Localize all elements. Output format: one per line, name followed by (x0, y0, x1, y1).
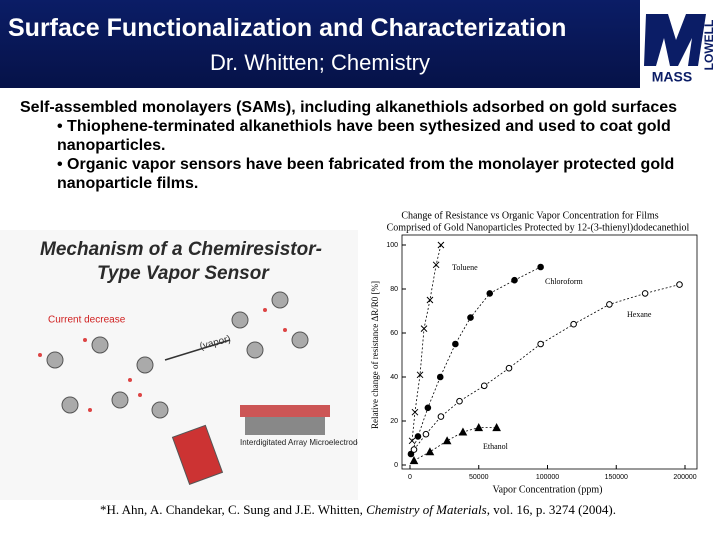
point (411, 408, 419, 416)
point (437, 413, 445, 420)
citation-text: , vol. 16, p. 3274 (2004). (486, 502, 616, 517)
logo-word: MASS (652, 69, 692, 85)
point (436, 373, 444, 381)
y-tick-label: 100 (386, 242, 398, 249)
bullet: • Thiophene-terminated alkanethiols have… (57, 118, 671, 154)
trend-line (410, 266, 541, 455)
point (408, 437, 416, 445)
intro: Self-assembled monolayers (SAMs), includ… (20, 99, 678, 116)
point (420, 325, 428, 332)
chart-title: Change of Resistance vs Organic Vapor Co… (401, 210, 658, 221)
chart-subtitle: Comprised of Gold Nanoparticles Protecte… (387, 222, 690, 233)
y-tick-label: 20 (390, 418, 398, 425)
chart-background (358, 205, 714, 500)
figure-label: Current decrease (48, 315, 126, 326)
series-label: Ethanol (483, 442, 509, 451)
y-tick-label: 0 (394, 462, 398, 469)
logo-side: LOWELL (702, 20, 716, 71)
x-tick-label: 200000 (673, 474, 696, 481)
title: Surface Functionalization and Characteri… (8, 14, 567, 42)
point (437, 241, 445, 249)
point (486, 290, 494, 297)
series-label: Toluene (452, 263, 478, 272)
point (458, 427, 468, 436)
point (424, 404, 432, 412)
bullet: • Organic vapor sensors have been fabric… (57, 156, 675, 192)
trend-line (413, 427, 497, 461)
point (425, 447, 435, 456)
plot-frame (401, 234, 698, 470)
point (409, 456, 419, 465)
point (480, 382, 488, 390)
header: Surface Functionalization and Characteri… (0, 0, 640, 88)
point (410, 446, 418, 453)
point (505, 364, 513, 372)
citation: *H. Ahn, A. Chandekar, C. Sung and J.E. … (100, 502, 616, 518)
point (456, 397, 463, 405)
point (474, 423, 484, 432)
series-label: Chloroform (545, 277, 584, 286)
y-axis-label: Relative change of resistance ΔR/R0 [%] (370, 281, 380, 429)
body-text: Self-assembled monolayers (SAMs), includ… (20, 98, 710, 193)
point (511, 276, 518, 284)
point (537, 263, 544, 271)
subtitle: Dr. Whitten; Chemistry (209, 50, 431, 75)
point (467, 314, 474, 321)
point (537, 340, 544, 348)
point (641, 290, 649, 297)
figure-label: Interdigitated Array Microelectrode (240, 438, 362, 447)
trend-line (411, 244, 442, 441)
point (422, 430, 430, 438)
x-axis-label: Vapor Concentration (ppm) (493, 484, 603, 495)
point (407, 450, 415, 458)
series-label: Hexane (627, 310, 652, 319)
y-tick-label: 80 (390, 286, 398, 293)
figure-title: Type Vapor Sensor (97, 263, 270, 284)
point (432, 261, 440, 269)
point (606, 301, 613, 308)
point (676, 281, 683, 288)
figure-label: (vapor) (199, 334, 232, 353)
point (452, 340, 459, 348)
point (414, 433, 422, 440)
x-tick-label: 50000 (469, 474, 489, 481)
point (442, 436, 452, 445)
journal: Chemistry of Materials (366, 502, 487, 517)
x-tick-label: 100000 (536, 474, 559, 481)
figure-title: Mechanism of a Chemiresistor- (40, 239, 322, 260)
point (426, 296, 434, 304)
point (492, 423, 501, 432)
x-tick-label: 150000 (605, 474, 628, 481)
x-tick-label: 0 (408, 474, 412, 481)
point (570, 320, 577, 328)
y-tick-label: 60 (390, 330, 398, 337)
point (416, 371, 424, 379)
citation-text: *H. Ahn, A. Chandekar, C. Sung and J.E. … (100, 502, 367, 517)
trend-line (413, 284, 680, 450)
y-tick-label: 40 (390, 374, 398, 381)
